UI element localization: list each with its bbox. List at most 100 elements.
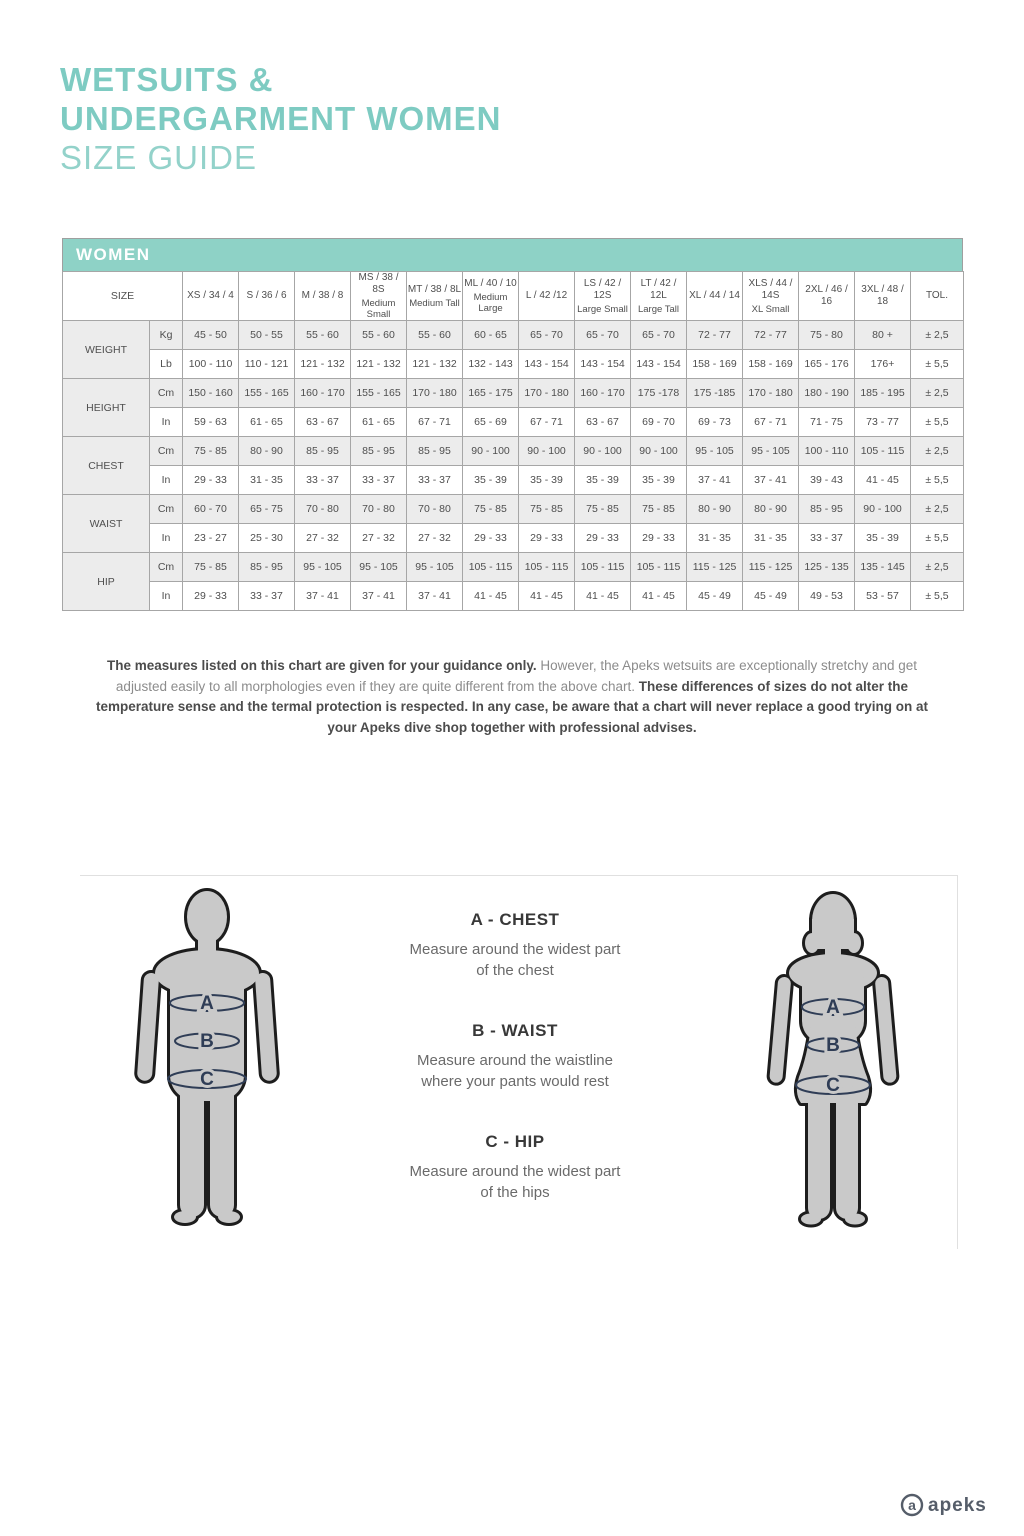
value-cell: 65 - 70 <box>518 320 575 350</box>
value-cell: 61 - 65 <box>350 407 407 437</box>
unit-cell: In <box>149 465 183 495</box>
column-code: LS / 42 / 12S <box>583 277 622 301</box>
value-cell: 165 - 176 <box>798 349 855 379</box>
value-cell: 35 - 39 <box>854 523 911 553</box>
value-cell: 61 - 65 <box>238 407 295 437</box>
guide-title-chest: A - CHEST <box>470 910 560 929</box>
unit-cell: Kg <box>149 320 183 350</box>
row-label-chest: CHEST <box>62 436 150 495</box>
value-cell: 80 - 90 <box>742 494 799 524</box>
female-body-figure: A B C <box>766 891 900 1228</box>
value-cell: 55 - 60 <box>406 320 463 350</box>
value-cell: ± 5,5 <box>910 581 964 611</box>
unit-cell: Cm <box>149 378 183 408</box>
column-header-5: MT / 38 / 8L Medium Tall <box>406 271 463 321</box>
value-cell: 27 - 32 <box>294 523 351 553</box>
value-cell: 39 - 43 <box>798 465 855 495</box>
guidance-note: The measures listed on this chart are gi… <box>95 656 929 738</box>
value-cell: 45 - 49 <box>686 581 743 611</box>
unit-cell: Cm <box>149 552 183 582</box>
value-cell: 59 - 63 <box>182 407 239 437</box>
row-label-hip: HIP <box>62 552 150 611</box>
value-cell: 41 - 45 <box>518 581 575 611</box>
value-cell: 33 - 37 <box>798 523 855 553</box>
value-cell: 121 - 132 <box>350 349 407 379</box>
value-cell: 90 - 100 <box>462 436 519 466</box>
value-cell: 85 - 95 <box>294 436 351 466</box>
column-code: LT / 42 / 12L <box>640 277 677 301</box>
value-cell: 35 - 39 <box>630 465 687 495</box>
column-header-9: LT / 42 / 12L Large Tall <box>630 271 687 321</box>
column-header-4: MS / 38 / 8S Medium Small <box>350 271 407 321</box>
value-cell: 60 - 70 <box>182 494 239 524</box>
table-head: SIZE XS / 34 / 4 S / 36 / 6 M / 38 / 8 MS / … <box>62 271 964 321</box>
value-cell: 80 - 90 <box>238 436 295 466</box>
column-header-2: S / 36 / 6 <box>238 271 295 321</box>
value-cell: 155 - 165 <box>350 378 407 408</box>
diagram-border-right <box>957 875 958 1249</box>
value-cell: ± 2,5 <box>910 320 964 350</box>
column-header-7: L / 42 /12 <box>518 271 575 321</box>
value-cell: 115 - 125 <box>686 552 743 582</box>
title-line-2: UNDERGARMENT WOMEN <box>60 100 502 137</box>
guide-item-hip: C - HIP Measure around the widest part o… <box>320 1132 710 1203</box>
value-cell: 37 - 41 <box>350 581 407 611</box>
value-cell: 176+ <box>854 349 911 379</box>
column-code: ML / 40 / 10 <box>464 278 517 289</box>
column-sublabel: Medium Tall <box>409 297 460 309</box>
value-cell: 35 - 39 <box>462 465 519 495</box>
value-cell: 49 - 53 <box>798 581 855 611</box>
value-cell: 23 - 27 <box>182 523 239 553</box>
value-cell: 158 - 169 <box>742 349 799 379</box>
value-cell: ± 5,5 <box>910 523 964 553</box>
value-cell: 105 - 115 <box>574 552 631 582</box>
table-row-hip-cm: HIP Cm 75 - 85 85 - 95 95 - 105 95 - 105 95 - … <box>62 552 964 611</box>
column-code: S / 36 / 6 <box>246 290 287 301</box>
value-cell: 33 - 37 <box>350 465 407 495</box>
value-cell: 143 - 154 <box>518 349 575 379</box>
value-cell: 67 - 71 <box>742 407 799 437</box>
size-table: SIZE XS / 34 / 4 S / 36 / 6 M / 38 / 8 MS / … <box>62 271 964 611</box>
value-cell: 175 -185 <box>686 378 743 408</box>
unit-cell: Lb <box>149 349 183 379</box>
value-cell: 85 - 95 <box>238 552 295 582</box>
apeks-logo: a apeks <box>900 1493 987 1517</box>
table-row-waist-cm: WAIST Cm 60 - 70 65 - 75 70 - 80 70 - 80 70 - … <box>62 494 964 553</box>
value-cell: 33 - 37 <box>406 465 463 495</box>
apeks-logo-mark: a <box>908 1497 916 1513</box>
value-cell: 33 - 37 <box>294 465 351 495</box>
column-header-14: TOL. <box>910 271 964 321</box>
column-code: MT / 38 / 8L <box>407 283 462 295</box>
value-cell: 41 - 45 <box>462 581 519 611</box>
value-cell: 70 - 80 <box>406 494 463 524</box>
column-sublabel: XL Small <box>751 303 790 315</box>
value-cell: 170 - 180 <box>742 378 799 408</box>
value-cell: 110 - 121 <box>238 349 295 379</box>
column-header-3: M / 38 / 8 <box>294 271 351 321</box>
value-cell: ± 5,5 <box>910 349 964 379</box>
female-measurement-bands <box>795 998 871 1095</box>
row-label-height: HEIGHT <box>62 378 150 437</box>
value-cell: 100 - 110 <box>798 436 855 466</box>
value-cell: 125 - 135 <box>798 552 855 582</box>
value-cell: 60 - 65 <box>462 320 519 350</box>
value-cell: 90 - 100 <box>574 436 631 466</box>
value-cell: 35 - 39 <box>518 465 575 495</box>
value-cell: 75 - 85 <box>574 494 631 524</box>
value-cell: 158 - 169 <box>686 349 743 379</box>
value-cell: 41 - 45 <box>574 581 631 611</box>
male-band-label-a: A <box>200 993 214 1014</box>
column-header-12: 2XL / 46 / 16 <box>798 271 855 321</box>
column-code: XS / 34 / 4 <box>187 290 234 301</box>
guide-title-waist: B - WAIST <box>472 1021 558 1040</box>
apeks-logo-text: apeks <box>928 1495 987 1516</box>
value-cell: 180 - 190 <box>798 378 855 408</box>
value-cell: ± 5,5 <box>910 407 964 437</box>
value-cell: 45 - 49 <box>742 581 799 611</box>
female-band-label-b: B <box>826 1035 840 1056</box>
value-cell: 37 - 41 <box>686 465 743 495</box>
guide-item-chest: A - CHEST Measure around the widest part… <box>320 910 710 981</box>
value-cell: 67 - 71 <box>406 407 463 437</box>
value-cell: ± 2,5 <box>910 436 964 466</box>
